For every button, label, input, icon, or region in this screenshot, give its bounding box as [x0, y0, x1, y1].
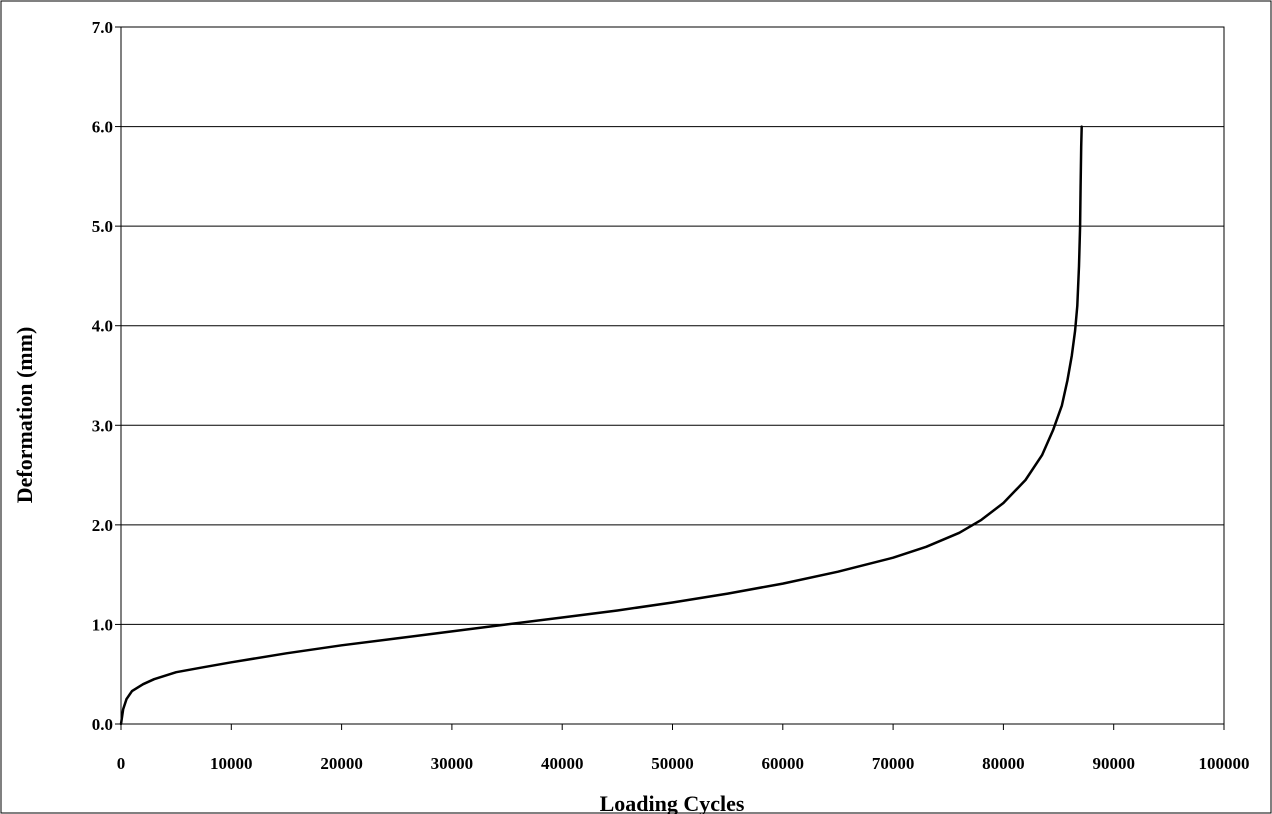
gridlines: [121, 126, 1224, 625]
y-tick-label: 6.0: [92, 118, 113, 137]
y-tick-label: 5.0: [92, 217, 113, 236]
x-tick-label: 30000: [431, 754, 474, 773]
x-tick-label: 100000: [1199, 754, 1250, 773]
tick-labels: 0.0 1.0 2.0 3.0 4.0 5.0 6.0 7.0 0 10000 20000 30000…: [92, 18, 1250, 773]
x-axis-title: Loading Cycles: [600, 791, 745, 814]
y-tick-label: 0.0: [92, 715, 113, 734]
x-tick-label: 90000: [1092, 754, 1135, 773]
x-tick-label: 60000: [762, 754, 805, 773]
x-tick-label: 20000: [320, 754, 363, 773]
x-tick-label: 10000: [210, 754, 253, 773]
plot-area: [120, 26, 1225, 725]
x-tick-label: 0: [117, 754, 126, 773]
series-group: [119, 125, 1083, 726]
y-tick-label: 4.0: [92, 317, 113, 336]
x-tick-label: 50000: [651, 754, 694, 773]
y-tick-label: 1.0: [92, 615, 113, 634]
y-axis-title: Deformation (mm): [12, 327, 37, 504]
x-tick-label: 40000: [541, 754, 584, 773]
x-tick-label: 80000: [982, 754, 1025, 773]
series-line-0: [119, 125, 1083, 726]
y-tick-label: 7.0: [92, 18, 113, 37]
y-tick-label: 3.0: [92, 416, 113, 435]
x-tick-label: 70000: [872, 754, 915, 773]
y-tick-label: 2.0: [92, 516, 113, 535]
